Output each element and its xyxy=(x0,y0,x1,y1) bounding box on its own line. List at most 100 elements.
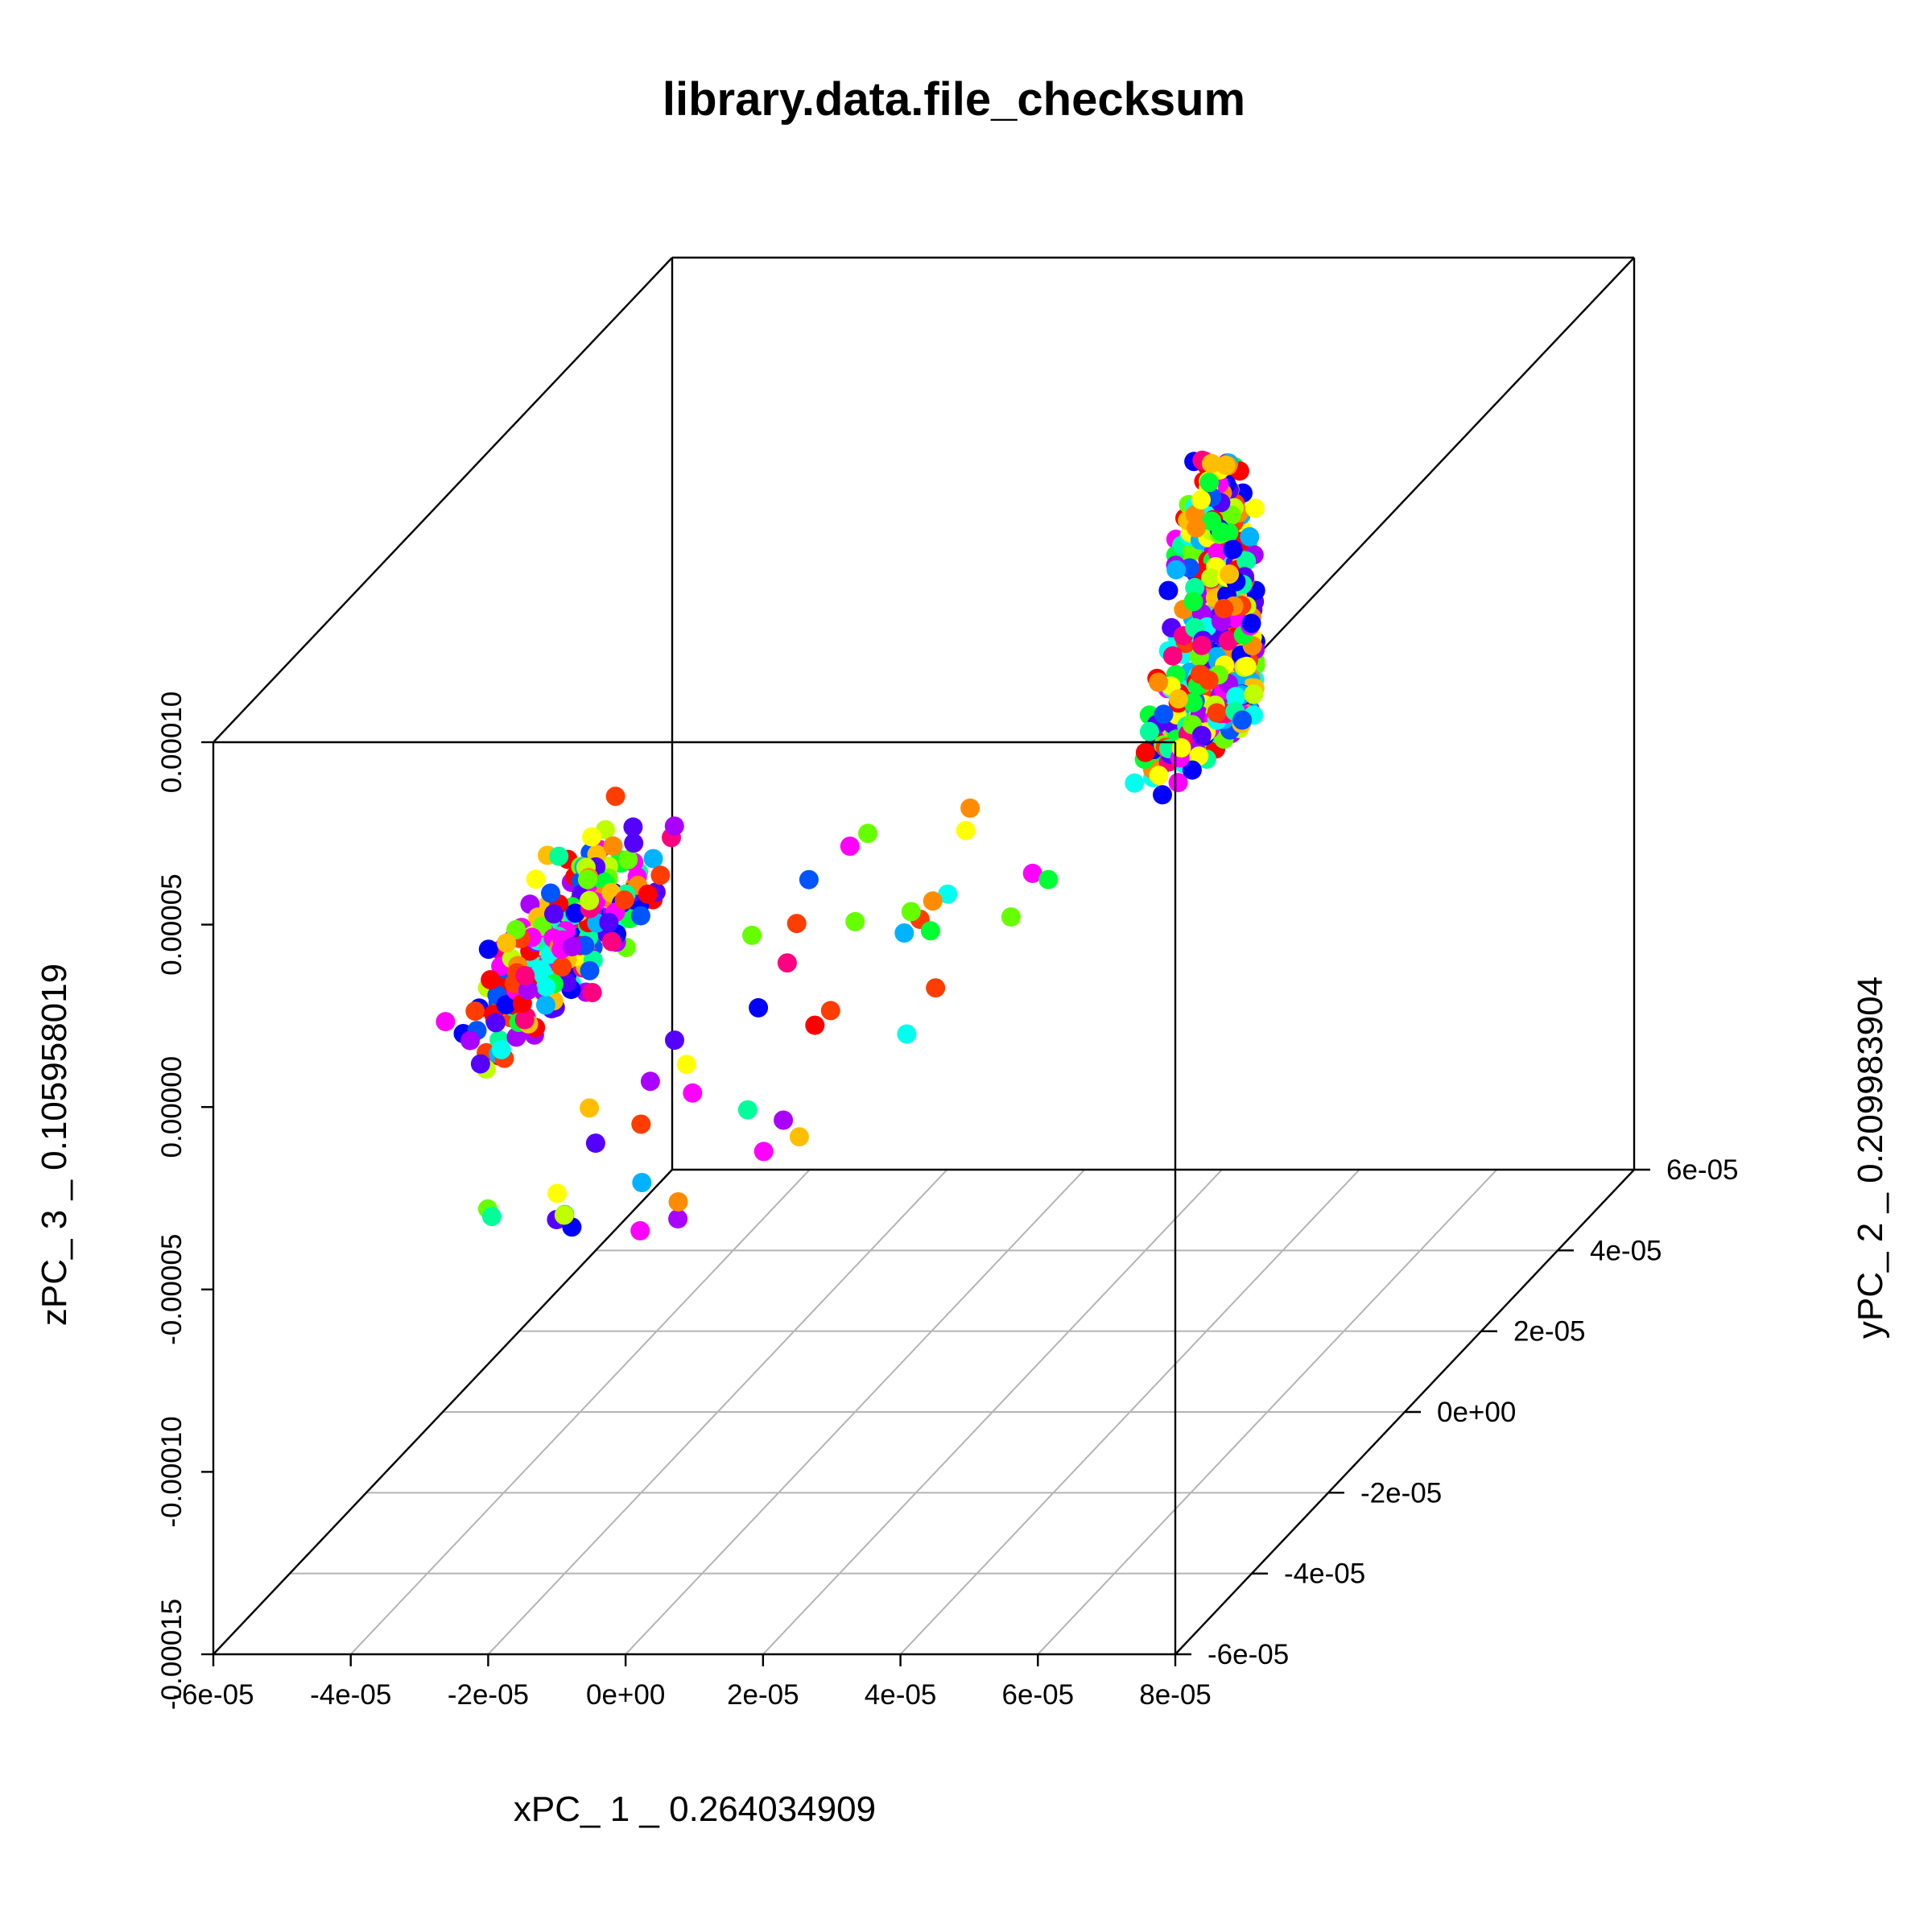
data-point xyxy=(630,906,650,926)
data-point xyxy=(554,1205,574,1225)
data-point xyxy=(460,1030,481,1051)
data-point xyxy=(1191,725,1212,745)
data-point xyxy=(618,849,638,869)
data-point xyxy=(601,931,621,952)
data-point xyxy=(1125,773,1145,793)
data-point xyxy=(506,1027,526,1047)
data-point xyxy=(1001,907,1021,927)
data-point xyxy=(1187,518,1206,538)
y-tick-label: 2e-05 xyxy=(1513,1316,1586,1348)
data-point xyxy=(640,1071,660,1092)
data-point xyxy=(580,1098,600,1118)
data-point xyxy=(1166,559,1187,580)
data-point xyxy=(485,1013,506,1033)
data-point xyxy=(1153,785,1172,805)
data-point xyxy=(1149,766,1169,786)
data-point xyxy=(506,919,526,939)
data-point xyxy=(845,911,865,931)
x-axis-label: xPC_ 1 _ 0.264034909 xyxy=(514,1790,876,1829)
data-point xyxy=(668,1209,688,1229)
x-tick-label: -4e-05 xyxy=(310,1679,391,1711)
data-point xyxy=(1244,684,1264,704)
data-point xyxy=(786,914,807,934)
data-point xyxy=(549,846,569,866)
data-point xyxy=(536,976,556,997)
box-edge xyxy=(213,1169,673,1655)
data-point xyxy=(774,1110,794,1130)
data-point xyxy=(582,827,601,847)
data-point xyxy=(1223,539,1243,559)
data-point xyxy=(577,869,597,890)
x-tick-label: 2e-05 xyxy=(727,1679,799,1711)
data-point xyxy=(535,995,555,1015)
data-point xyxy=(603,836,623,856)
data-point xyxy=(605,786,625,807)
data-point xyxy=(960,798,980,818)
data-point xyxy=(614,890,634,910)
data-point xyxy=(585,1133,605,1154)
data-point xyxy=(465,1001,485,1022)
data-point xyxy=(1182,760,1202,780)
data-point xyxy=(1240,526,1260,547)
y-tick-label: 0e+00 xyxy=(1437,1397,1516,1428)
data-point xyxy=(1191,489,1211,510)
box-back-edges xyxy=(213,256,1636,1655)
data-point xyxy=(742,925,762,945)
y-tick-label: -2e-05 xyxy=(1360,1477,1442,1509)
z-axis: -0.00015 -0.00010 -0.00005 0.00000 0.00005 0.… xyxy=(156,691,213,1710)
data-point xyxy=(1158,580,1179,601)
x-tick-label: 4e-05 xyxy=(865,1679,937,1711)
data-point xyxy=(676,1055,696,1075)
data-point xyxy=(497,933,517,953)
data-point xyxy=(565,903,585,923)
data-point xyxy=(777,953,797,973)
x-tick-label: -2e-05 xyxy=(448,1679,529,1711)
y-axis-label: yPC_ 2 _ 0.209983904 xyxy=(1851,976,1890,1339)
data-point xyxy=(1154,704,1174,724)
data-point xyxy=(544,904,564,924)
data-point xyxy=(1214,599,1234,618)
data-point xyxy=(1199,671,1219,691)
data-point xyxy=(1201,568,1221,588)
data-point xyxy=(1208,543,1228,563)
data-point xyxy=(901,902,921,922)
data-point xyxy=(562,937,582,956)
data-point xyxy=(541,883,560,903)
data-point xyxy=(1162,646,1183,666)
data-point xyxy=(789,1127,809,1147)
x-tick-label: 0e+00 xyxy=(586,1679,665,1711)
y-tick-label: 4e-05 xyxy=(1590,1235,1662,1266)
z-tick-label: 0.00010 xyxy=(156,691,188,794)
data-point xyxy=(1241,613,1261,634)
data-point xyxy=(632,1173,652,1192)
data-point xyxy=(1183,592,1203,612)
data-point xyxy=(1022,863,1042,883)
data-point xyxy=(643,848,663,869)
y-tick-label: 6e-05 xyxy=(1666,1154,1739,1186)
data-point xyxy=(805,1015,825,1035)
x-tick-label: -6e-05 xyxy=(172,1679,254,1711)
data-point xyxy=(926,978,946,998)
z-tick-label: -0.00015 xyxy=(156,1599,188,1710)
data-point xyxy=(749,997,769,1018)
data-point xyxy=(1191,635,1212,655)
data-point xyxy=(1185,577,1205,597)
data-point xyxy=(630,1220,650,1241)
data-point xyxy=(1202,511,1222,531)
z-tick-label: -0.00005 xyxy=(156,1234,188,1345)
data-point xyxy=(496,995,516,1015)
data-point xyxy=(580,890,600,910)
data-point xyxy=(1236,656,1257,676)
data-point xyxy=(668,1192,688,1212)
data-point xyxy=(1201,453,1221,473)
data-point xyxy=(582,983,602,1002)
data-point xyxy=(623,817,643,837)
data-point xyxy=(478,939,498,960)
z-tick-label: 0.00000 xyxy=(156,1056,188,1158)
data-point xyxy=(491,1039,511,1059)
data-point xyxy=(1199,473,1220,493)
data-point xyxy=(552,957,572,977)
data-point xyxy=(894,923,914,943)
data-point xyxy=(1220,564,1240,584)
